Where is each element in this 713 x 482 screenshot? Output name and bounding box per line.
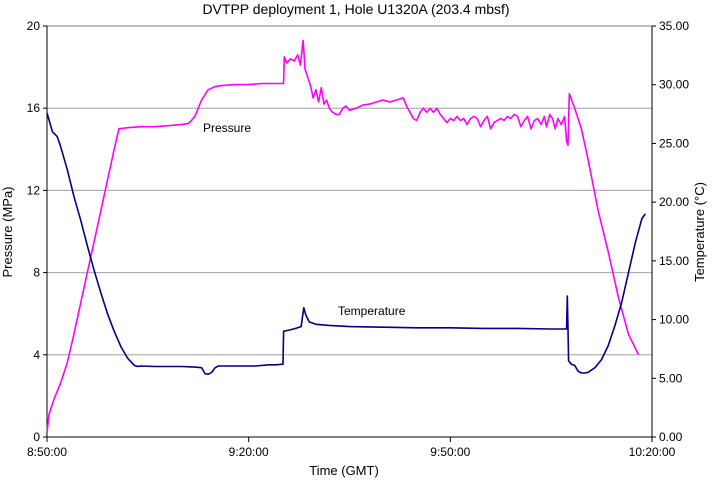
left-y-tick-label: 8 — [33, 266, 40, 280]
right-y-tick-label: 20.00 — [659, 195, 689, 209]
series-layer — [46, 39, 646, 433]
left-y-tick-label: 16 — [27, 101, 41, 115]
plot-area-frame — [46, 25, 653, 438]
left-y-tick-label: 12 — [27, 183, 41, 197]
pressure-series-label: Pressure — [203, 121, 251, 135]
x-tick-label: 9:20:00 — [229, 445, 269, 459]
temperature-series-line — [46, 112, 646, 375]
axes: 0 4 8 12 16 20 0.00 5.00 10.00 15.00 20.00 25.00 30.… — [27, 19, 690, 459]
right-y-tick-label: 25.00 — [659, 136, 689, 150]
left-y-tick-label: 4 — [33, 348, 40, 362]
right-y-tick-label: 10.00 — [659, 313, 689, 327]
right-y-axis-title: Temperature (°C) — [692, 182, 707, 282]
x-tick-label: 10:20:00 — [629, 445, 676, 459]
chart-title: DVTPP deployment 1, Hole U1320A (203.4 m… — [202, 1, 509, 17]
left-y-tick-label: 20 — [27, 19, 41, 33]
left-y-tick-label: 0 — [33, 430, 40, 444]
x-tick-label: 8:50:00 — [27, 445, 67, 459]
right-y-tick-label: 0.00 — [659, 430, 683, 444]
temperature-series-label: Temperature — [338, 304, 406, 318]
pressure-series-line — [46, 39, 640, 433]
right-y-tick-label: 30.00 — [659, 78, 689, 92]
annotation-layer: Pressure Temperature — [203, 121, 406, 318]
x-axis-title: Time (GMT) — [309, 463, 379, 478]
gridlines — [47, 107, 652, 356]
right-y-tick-label: 35.00 — [659, 19, 689, 33]
right-y-tick-label: 15.00 — [659, 254, 689, 268]
left-y-axis-title: Pressure (MPa) — [0, 186, 15, 277]
x-tick-label: 9:50:00 — [430, 445, 470, 459]
right-y-tick-label: 5.00 — [659, 371, 683, 385]
